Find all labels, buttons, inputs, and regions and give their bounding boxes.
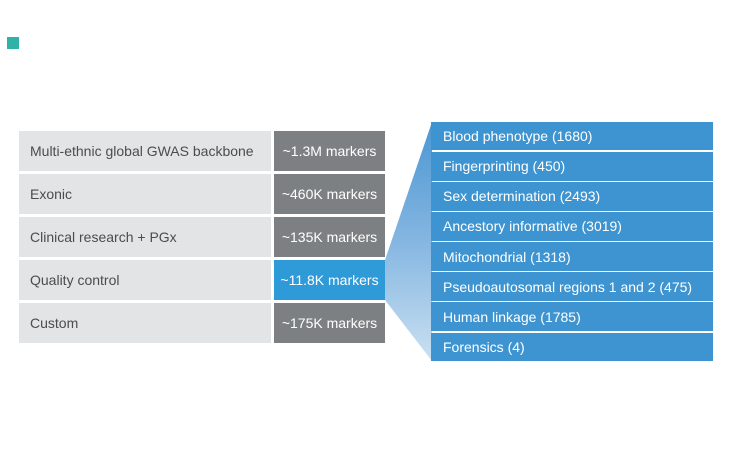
- row-marker-count: ~11.8K markers: [274, 260, 385, 300]
- brand-square-icon: [7, 37, 19, 49]
- table-row: Custom ~175K markers: [19, 303, 385, 343]
- row-marker-count: ~135K markers: [274, 217, 385, 257]
- table-row: Quality control ~11.8K markers: [19, 260, 385, 300]
- row-label: Multi-ethnic global GWAS backbone: [19, 131, 271, 171]
- row-marker-count: ~460K markers: [274, 174, 385, 214]
- row-label: Custom: [19, 303, 271, 343]
- detail-item: Mitochondrial (1318): [431, 242, 713, 271]
- detail-item: Blood phenotype (1680): [431, 122, 713, 151]
- table-row: Exonic ~460K markers: [19, 174, 385, 214]
- table-row: Clinical research + PGx ~135K markers: [19, 217, 385, 257]
- row-marker-count: ~1.3M markers: [274, 131, 385, 171]
- expansion-funnel-shape: [385, 122, 432, 361]
- detail-item: Fingerprinting (450): [431, 152, 713, 181]
- table-row: Multi-ethnic global GWAS backbone ~1.3M m…: [19, 131, 385, 171]
- row-marker-count: ~175K markers: [274, 303, 385, 343]
- detail-item: Forensics (4): [431, 332, 713, 362]
- row-label: Exonic: [19, 174, 271, 214]
- row-label: Clinical research + PGx: [19, 217, 271, 257]
- marker-category-table: Multi-ethnic global GWAS backbone ~1.3M m…: [19, 131, 385, 343]
- detail-item: Human linkage (1785): [431, 302, 713, 331]
- quality-control-detail-panel: Blood phenotype (1680) Fingerprinting (45…: [431, 122, 713, 362]
- detail-item: Ancestory informative (3019): [431, 212, 713, 241]
- detail-item: Sex determination (2493): [431, 182, 713, 211]
- row-label: Quality control: [19, 260, 271, 300]
- detail-item: Pseudoautosomal regions 1 and 2 (475): [431, 272, 713, 301]
